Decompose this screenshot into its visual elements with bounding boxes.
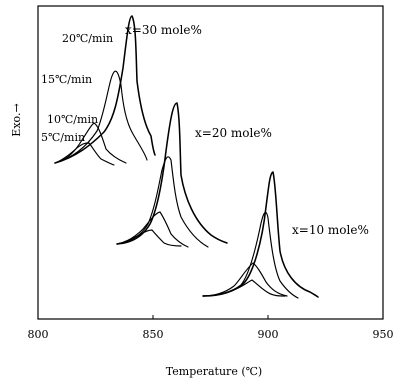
rate-label-20: 20℃/min [62,32,113,45]
group-label-x20: x=20 mole% [195,126,272,140]
curve-g2-r0 [202,171,319,298]
curve-g2-r2 [202,262,288,297]
curve-g0-r1 [54,70,148,164]
curve-g1-r1 [116,156,209,248]
rate-label-5: 5℃/min [41,131,85,144]
plot-frame [37,5,384,320]
curve-g1-r3 [116,229,182,247]
rate-label-10: 10℃/min [47,113,98,126]
curve-g1-r2 [116,211,189,248]
curve-g0-r0 [54,15,156,164]
x-tick-label: 900 [258,328,279,341]
group-label-x10: x=10 mole% [292,223,369,237]
curve-g2-r1 [202,211,299,299]
curve-g2-r3 [202,279,286,297]
x-tick-label: 950 [373,328,394,341]
plot-frame-layer: 800 850 900 950 [28,5,394,341]
curves-layer [54,15,319,299]
x-tick-label: 850 [143,328,164,341]
x-tick-label: 800 [28,328,49,341]
rate-label-15: 15℃/min [41,73,92,86]
curve-g1-r0 [116,102,228,245]
y-axis-title: Exo.→ [10,103,23,136]
group-label-x30: x=30 mole% [125,23,202,37]
x-axis-title: Temperature (℃) [166,365,262,378]
curve-g0-r3 [54,142,115,166]
